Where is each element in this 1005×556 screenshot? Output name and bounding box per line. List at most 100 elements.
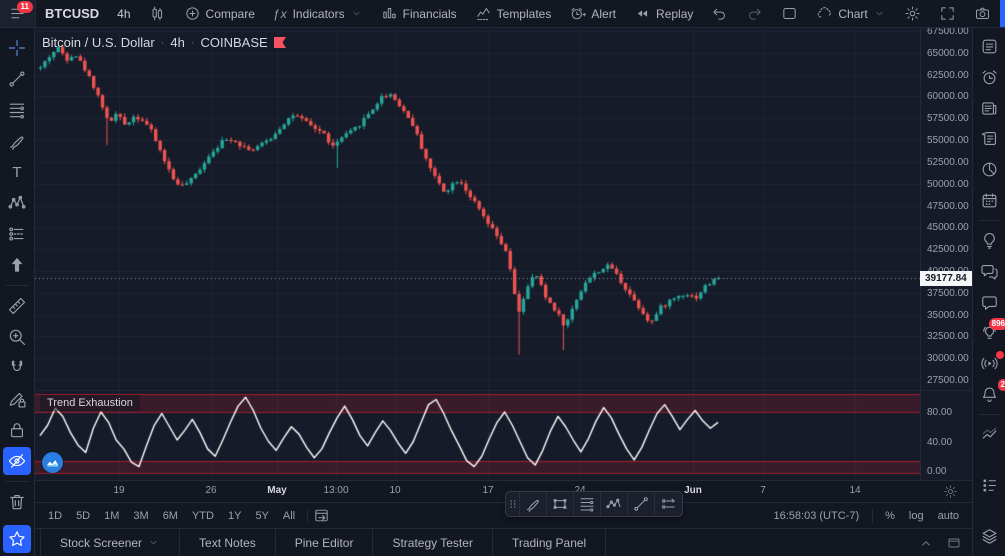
- trend-line-tool-button[interactable]: [3, 65, 31, 93]
- hide-drawings-tool-button[interactable]: [3, 447, 31, 475]
- range-3m-button[interactable]: 3M: [133, 509, 149, 522]
- fib-retracement-tool-button[interactable]: [574, 492, 601, 516]
- floating-toolbar-drag-handle[interactable]: [506, 492, 520, 516]
- tab-trading-panel[interactable]: Trading Panel: [493, 529, 607, 556]
- toolbar-divider: [5, 285, 29, 286]
- trend-line-tool-button[interactable]: [628, 492, 655, 516]
- range-5d-button[interactable]: 5D: [76, 509, 91, 522]
- chart-settings-button[interactable]: [895, 0, 930, 27]
- tab-stock-screener[interactable]: Stock Screener: [40, 529, 181, 556]
- notes-button[interactable]: [976, 128, 1002, 150]
- fib-retracement-tool-button[interactable]: [3, 96, 31, 124]
- crosshair-tool-button[interactable]: [3, 34, 31, 62]
- zoom-in-tool-button[interactable]: [3, 323, 31, 351]
- price-axis-label: 62500.00: [927, 69, 969, 81]
- live-button[interactable]: [976, 350, 1004, 375]
- scale-mode-auto-button[interactable]: auto: [937, 509, 959, 522]
- layers-button[interactable]: [976, 525, 1002, 547]
- time-axis-settings-gear-icon[interactable]: [943, 484, 958, 499]
- delayed-data-flag-icon[interactable]: [273, 37, 286, 48]
- price-chart-canvas[interactable]: [35, 28, 972, 480]
- symbol-button[interactable]: BTCUSD: [36, 0, 108, 27]
- chart-area[interactable]: Bitcoin / U.S. Dollar · 4h · COINBASE 67…: [35, 26, 972, 480]
- expand-panel-chevron-icon[interactable]: [918, 535, 934, 551]
- floating-drawing-toolbar[interactable]: [505, 491, 683, 517]
- polyline-tool-button[interactable]: [601, 492, 628, 516]
- tab-pine-editor[interactable]: Pine Editor: [276, 529, 374, 556]
- symbol-title: Bitcoin / U.S. Dollar: [42, 35, 155, 50]
- range-ytd-button[interactable]: YTD: [191, 509, 214, 522]
- indicators-button[interactable]: ƒx Indicators: [264, 0, 372, 27]
- range-5y-button[interactable]: 5Y: [255, 509, 269, 522]
- price-axis[interactable]: 67500.00 65000.00 62500.00 60000.00 57500.00…: [920, 26, 972, 480]
- compare-button[interactable]: Compare: [175, 0, 264, 27]
- rectangle-tool-button[interactable]: [547, 492, 574, 516]
- indicator-title[interactable]: Trend Exhaustion: [40, 395, 140, 411]
- text-tool-button[interactable]: T: [3, 158, 31, 186]
- brush-tool-button[interactable]: [520, 492, 547, 516]
- time-axis[interactable]: 14 7 Jun 24 17 10 13:00 May 26 19: [35, 480, 972, 502]
- notifications-icon: [980, 385, 999, 404]
- publish-button[interactable]: Publish: [999, 0, 1005, 27]
- layers-icon: [980, 527, 999, 546]
- tab-text-notes[interactable]: Text Notes: [180, 529, 276, 556]
- lock-all-tool-button[interactable]: [3, 416, 31, 444]
- fullscreen-button[interactable]: [930, 0, 965, 27]
- calendar-button[interactable]: [976, 189, 1002, 211]
- object-tree-icon: [980, 425, 999, 444]
- hotlists-button[interactable]: [976, 159, 1002, 181]
- watchlist-icon: [980, 37, 999, 56]
- redo-button[interactable]: [737, 0, 772, 27]
- trend-line-icon: [7, 69, 27, 89]
- alert-button[interactable]: Alert: [560, 0, 625, 27]
- redo-icon: [746, 5, 763, 22]
- chart-legend[interactable]: Bitcoin / U.S. Dollar · 4h · COINBASE: [42, 35, 286, 50]
- alerts-button[interactable]: [976, 67, 1002, 89]
- main-menu-button[interactable]: 11: [0, 0, 36, 27]
- streams-button[interactable]: 896: [976, 318, 1005, 344]
- undo-button[interactable]: [702, 0, 737, 27]
- layout-select-button[interactable]: [772, 0, 807, 27]
- save-chart-button[interactable]: Chart: [807, 0, 894, 27]
- magnet-icon: [7, 358, 27, 378]
- watchlist-button[interactable]: [976, 36, 1002, 58]
- replay-button[interactable]: Replay: [625, 0, 702, 27]
- indicator-author-logo[interactable]: [42, 452, 63, 473]
- time-axis-label: May: [267, 485, 287, 496]
- notifications-button[interactable]: 2: [976, 379, 1005, 405]
- scale-mode-log-button[interactable]: log: [908, 509, 924, 522]
- arrow-up-tool-button[interactable]: [3, 251, 31, 279]
- range-1m-button[interactable]: 1M: [104, 509, 120, 522]
- xabcd-pattern-tool-button[interactable]: [3, 189, 31, 217]
- forecast-tool-button[interactable]: [3, 220, 31, 248]
- range-6m-button[interactable]: 6M: [162, 509, 178, 522]
- long-position-tool-button[interactable]: [655, 492, 682, 516]
- go-to-date-icon[interactable]: [313, 507, 330, 524]
- data-window-button[interactable]: [976, 475, 1002, 497]
- brush-icon: [7, 131, 27, 151]
- private-chat-button[interactable]: [976, 291, 1002, 313]
- public-chat-button[interactable]: [976, 261, 1002, 283]
- favorites-star-tool-button[interactable]: [3, 525, 31, 553]
- ideas-button[interactable]: [976, 230, 1002, 252]
- magnet-tool-button[interactable]: [3, 354, 31, 382]
- remove-drawings-tool-button[interactable]: [3, 488, 31, 516]
- maximize-panel-icon[interactable]: [946, 535, 962, 551]
- compare-icon: [184, 5, 201, 22]
- interval-button[interactable]: 4h: [108, 0, 139, 27]
- ruler-tool-button[interactable]: [3, 292, 31, 320]
- object-tree-button[interactable]: [976, 424, 1002, 446]
- range-all-button[interactable]: All: [282, 509, 296, 522]
- drawing-lock-tool-button[interactable]: [3, 385, 31, 413]
- range-1y-button[interactable]: 1Y: [227, 509, 242, 522]
- snapshot-button[interactable]: [965, 0, 1000, 27]
- scale-mode-percent-button[interactable]: %: [885, 509, 895, 522]
- clock[interactable]: 16:58:03 (UTC-7): [773, 509, 860, 522]
- templates-button[interactable]: Templates: [466, 0, 561, 27]
- tab-strategy-tester[interactable]: Strategy Tester: [373, 529, 493, 556]
- news-button[interactable]: [976, 97, 1002, 119]
- brush-tool-button[interactable]: [3, 127, 31, 155]
- chart-style-button[interactable]: [140, 0, 175, 27]
- range-1d-button[interactable]: 1D: [48, 509, 63, 522]
- financials-button[interactable]: Financials: [372, 0, 466, 27]
